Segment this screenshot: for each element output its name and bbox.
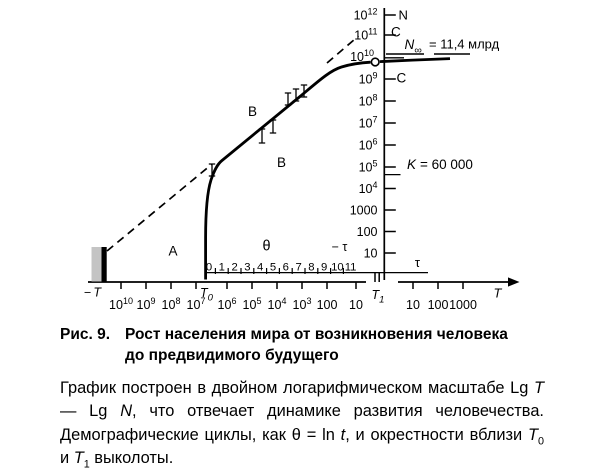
y-axis-title: N — [399, 8, 408, 23]
x-tick-label-1e4: 104 — [268, 296, 287, 312]
x-tick-label-right-100: 100 — [428, 298, 449, 312]
x-tick-label-1e5: 105 — [243, 296, 262, 312]
error-bar — [269, 119, 277, 134]
hyperbola-asymptote-dashed-line — [106, 35, 360, 252]
minus-T-label: − T — [84, 286, 102, 300]
theta-number: 10 — [331, 261, 344, 273]
x-tick-label-right-10: 10 — [406, 298, 420, 312]
x-tick-label-1e3: 103 — [293, 296, 312, 312]
past-boundary-gray-bar — [91, 247, 102, 282]
error-bar — [284, 92, 292, 106]
y-tick-label-1e11: 1011 — [354, 27, 377, 43]
y-tick-label-1e5: 105 — [359, 159, 378, 175]
error-bar — [208, 163, 216, 177]
figure-caption-line2: до предвидимого будущего — [125, 347, 339, 364]
theta-number: 8 — [308, 261, 314, 273]
figure-caption-line1: Рост населения мира от возникновения чел… — [125, 326, 508, 343]
T1-label: T1 — [372, 288, 385, 306]
theta-number: 7 — [295, 261, 301, 273]
region-label-b-upper: B — [248, 104, 257, 119]
x-axis-tick-labels: 1010 109 108 107 106 105 104 103 100 10 … — [109, 296, 477, 312]
figure-caption: Рис. 9. Рост населения мира от возникнов… — [60, 324, 600, 366]
y-axis-tick-labels: 1012 1011 1010 109 108 107 106 105 104 1… — [350, 7, 378, 261]
theta-number: 1 — [219, 261, 225, 273]
t1-break-marks — [374, 272, 380, 282]
y-tick-label-1e10: 1010 — [350, 48, 374, 64]
x-tick-label-1e10: 1010 — [109, 296, 133, 312]
theta-number: 5 — [270, 261, 276, 273]
n-infinity-annotation: N∞ — [405, 37, 422, 57]
x-axis-arrowhead — [508, 277, 520, 287]
y-axis-ticks — [384, 14, 396, 254]
error-bar — [292, 88, 300, 102]
x-tick-label-1e9: 109 — [137, 296, 156, 312]
theta-scale — [205, 268, 428, 274]
figure-description: График построен в двойном логарифмическо… — [60, 379, 544, 471]
x-tick-label-1e7: 107 — [187, 296, 206, 312]
x-axis-ticks — [120, 282, 464, 289]
x-tick-label-1e8: 108 — [162, 296, 181, 312]
theta-number: 2 — [231, 261, 237, 273]
y-tick-label-1e6: 106 — [359, 137, 378, 153]
y-tick-label-1e9: 109 — [359, 71, 378, 87]
theta-number: 6 — [283, 261, 289, 273]
past-boundary-black-bar — [101, 247, 107, 282]
theta-scale-ticks — [214, 268, 344, 274]
minus-tau-label: − τ — [332, 240, 348, 254]
theta-number: 4 — [257, 261, 263, 273]
y-tick-label-1e7: 107 — [359, 115, 378, 131]
y-tick-label-1e8: 108 — [359, 93, 378, 109]
x-tick-label-100: 100 — [317, 298, 338, 312]
y-tick-label-100: 100 — [357, 225, 378, 239]
theta-number: 11 — [345, 261, 357, 273]
y-tick-label-1000: 1000 — [350, 204, 378, 218]
x-tick-label-10: 10 — [349, 298, 363, 312]
theta-number: 9 — [321, 261, 327, 273]
x-tick-label-1e6: 106 — [218, 296, 237, 312]
figure-caption-text: Рост населения мира от возникновения чел… — [125, 324, 508, 366]
theta-label: θ — [262, 239, 270, 255]
figure-9-chart: 1012 1011 1010 109 108 107 106 105 104 1… — [84, 7, 520, 312]
n-infinity-value: = 11,4 млрд — [429, 37, 500, 52]
error-bar — [300, 84, 308, 98]
y-axis — [383, 8, 396, 280]
region-label-c-upper: C — [391, 25, 401, 40]
y-tick-label-10: 10 — [364, 247, 378, 261]
theta-scale-numbers: 0 1 2 3 4 5 6 7 8 9 10 11 — [206, 261, 357, 273]
population-curve — [204, 57, 451, 280]
x-axis-title: T — [494, 286, 503, 301]
theta-number: 3 — [244, 261, 250, 273]
x-axis — [88, 272, 520, 289]
error-bars — [208, 84, 308, 177]
region-label-c-lower: C — [397, 71, 407, 86]
k-annotation: K = 60 000 — [407, 157, 473, 172]
x-tick-label-right-1000: 1000 — [449, 298, 477, 312]
error-bar — [258, 128, 266, 144]
region-label-b-lower: B — [277, 155, 286, 170]
tau-label: τ — [415, 255, 421, 270]
t1-punctured-point-circle — [370, 57, 380, 67]
figure-caption-number: Рис. 9. — [60, 326, 111, 343]
y-tick-label-1e4: 104 — [359, 180, 378, 196]
T0-label: T0 — [200, 286, 214, 304]
y-tick-label-1e12: 1012 — [354, 7, 378, 23]
region-label-a: A — [168, 244, 177, 259]
theta-number: 0 — [206, 261, 212, 273]
